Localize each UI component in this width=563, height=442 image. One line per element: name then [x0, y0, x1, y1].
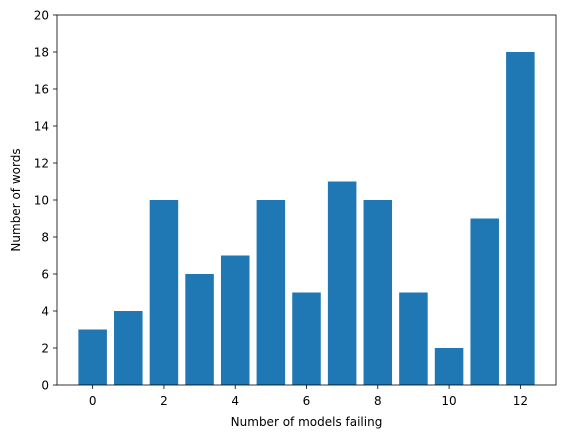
bar-0 — [78, 329, 107, 385]
x-axis-label: Number of models failing — [231, 415, 383, 429]
x-tick-label: 4 — [231, 394, 239, 408]
y-tick-label: 0 — [41, 379, 49, 393]
x-axis: 0 2 4 6 8 10 12 — [89, 385, 528, 408]
bar-1 — [114, 311, 143, 385]
y-tick-label: 16 — [34, 83, 49, 97]
y-tick-label: 20 — [34, 9, 49, 23]
y-axis: 0 2 4 6 8 10 12 14 16 18 20 — [34, 9, 57, 393]
y-tick-label: 18 — [34, 46, 49, 60]
bar-2 — [149, 200, 179, 385]
x-tick-label: 10 — [441, 394, 456, 408]
y-axis-label: Number of words — [9, 148, 23, 251]
y-tick-label: 10 — [34, 194, 49, 208]
y-tick-label: 8 — [41, 231, 49, 245]
x-tick-label: 0 — [89, 394, 97, 408]
bar-5 — [256, 200, 286, 385]
bar-7 — [327, 181, 357, 385]
y-tick-label: 4 — [41, 305, 49, 319]
y-tick-label: 2 — [41, 342, 49, 356]
bar-12 — [506, 52, 535, 385]
bar-4 — [220, 255, 250, 385]
bar-3 — [185, 274, 214, 385]
bar-10 — [434, 348, 464, 385]
y-tick-label: 14 — [34, 120, 49, 134]
x-tick-label: 12 — [513, 394, 528, 408]
bar-6 — [292, 292, 321, 385]
x-tick-label: 2 — [160, 394, 168, 408]
y-tick-label: 12 — [34, 157, 49, 171]
bar-9 — [399, 292, 428, 385]
x-tick-label: 6 — [303, 394, 311, 408]
bar-11 — [470, 218, 499, 385]
y-tick-label: 6 — [41, 268, 49, 282]
x-tick-label: 8 — [374, 394, 382, 408]
bars-layer — [78, 52, 535, 385]
bar-8 — [363, 200, 393, 385]
